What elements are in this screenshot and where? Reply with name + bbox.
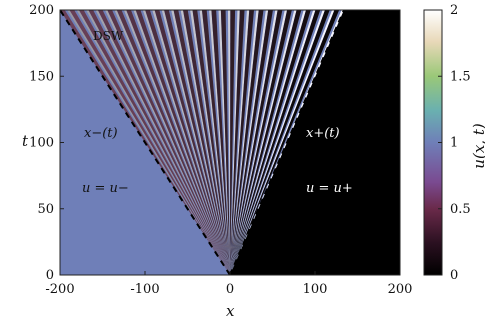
trailing-edge-label: x−(t) — [84, 126, 118, 141]
leading-edge-label: x+(t) — [306, 126, 340, 141]
y-tick-label: 0 — [46, 268, 54, 283]
colorbar-tick-label: 1.5 — [450, 69, 471, 84]
dsw-stripe-dark — [230, 10, 273, 275]
dsw-stripe-dark — [154, 10, 230, 275]
dsw-stripe-dark — [201, 10, 230, 275]
left-state-label: u = u− — [82, 181, 129, 196]
dsw-stripe-dark — [126, 10, 230, 275]
x-axis-label: x — [226, 302, 235, 320]
x-tick-label: -100 — [130, 282, 159, 297]
dsw-stripe-light — [209, 10, 230, 275]
dsw-stripe-dark — [230, 10, 283, 275]
dsw-stripe-light — [230, 10, 297, 275]
y-axis-ticks: 0 50 100 150 200 — [29, 3, 64, 283]
leading-edge-dashed-line — [229, 9, 345, 276]
dsw-stripe-light — [218, 10, 230, 275]
dsw-stripe-dark — [211, 10, 230, 275]
dsw-stripe-light — [230, 10, 240, 275]
dsw-stripe-dark — [230, 10, 330, 275]
dsw-stripe-light — [133, 10, 230, 275]
dsw-stripe-light — [230, 10, 335, 275]
dsw-stripe-light — [230, 10, 307, 275]
dsw-stripe-dark — [173, 10, 230, 275]
dsw-stripe-dark — [230, 10, 302, 275]
dsw-stripe-light — [104, 10, 230, 275]
dsw-stripe-dark — [230, 10, 340, 275]
colorbar-tick-label: 0.5 — [450, 202, 471, 217]
dsw-stripe-dark — [230, 10, 321, 275]
dsw-stripe-light — [76, 10, 230, 275]
y-tick-label: 50 — [37, 202, 54, 217]
colorbar-tick-label: 1 — [450, 136, 458, 151]
dsw-stripe-dark — [69, 10, 230, 275]
y-tick-label: 200 — [29, 3, 54, 18]
dsw-stripe-dark — [230, 10, 245, 275]
dsw-stripe-dark — [230, 10, 264, 275]
dsw-label: DSW — [93, 29, 124, 43]
y-axis-label: t — [22, 132, 29, 150]
dsw-stripe-dark — [135, 10, 230, 275]
dsw-stripe-dark — [220, 10, 230, 275]
dsw-stripe-dark — [116, 10, 230, 275]
dsw-stripe-light — [199, 10, 230, 275]
dsw-stripe-light — [230, 10, 344, 275]
dsw-stripe-dark — [145, 10, 230, 275]
dsw-stripe-light — [123, 10, 230, 275]
x-axis-ticks: -200 -100 0 100 200 — [45, 271, 412, 297]
x-tick-label: 0 — [226, 282, 234, 297]
trailing-edge-dashed-line — [59, 9, 231, 276]
x-tick-label: -200 — [45, 282, 74, 297]
right-state-region — [230, 10, 400, 275]
dsw-stripe-dark — [97, 10, 230, 275]
dsw-stripe-dark — [230, 10, 254, 275]
dsw-stripe-light — [142, 10, 230, 275]
dsw-stripe-light — [180, 10, 230, 275]
y-tick-label: 100 — [29, 136, 54, 151]
dsw-stripe-light — [114, 10, 230, 275]
x-tick-label: 200 — [388, 282, 413, 297]
dsw-stripe-dark — [107, 10, 230, 275]
dsw-stripe-light — [227, 10, 231, 275]
dsw-stripe-dark — [78, 10, 230, 275]
dsw-stripe-dark — [230, 10, 292, 275]
plot-area — [60, 10, 400, 275]
dsw-stripe-dark — [88, 10, 230, 275]
dsw-stripe-light — [152, 10, 230, 275]
colorbar-ticks: 0 0.5 1 1.5 2 — [438, 3, 471, 283]
colorbar-label: u(x, t) — [470, 123, 485, 169]
y-tick-label: 150 — [29, 69, 54, 84]
right-state-label: u = u+ — [306, 181, 353, 196]
dsw-stripe-light — [95, 10, 230, 275]
dsw-stripe-dark — [230, 10, 236, 275]
dsw-stripe-light — [86, 10, 230, 275]
dsw-stripe-light — [190, 10, 230, 275]
dsw-stripe-light — [67, 10, 230, 275]
dsw-stripe-light — [161, 10, 230, 275]
dsw-stripe-dark — [192, 10, 230, 275]
colorbar-tick-label: 2 — [450, 3, 458, 18]
dsw-stripe-dark — [164, 10, 230, 275]
dsw-stripe-dark — [183, 10, 230, 275]
dsw-stripe-light — [171, 10, 230, 275]
x-tick-label: 100 — [303, 282, 328, 297]
colorbar-tick-label: 0 — [450, 268, 458, 283]
dsw-stripe-dark — [230, 10, 311, 275]
